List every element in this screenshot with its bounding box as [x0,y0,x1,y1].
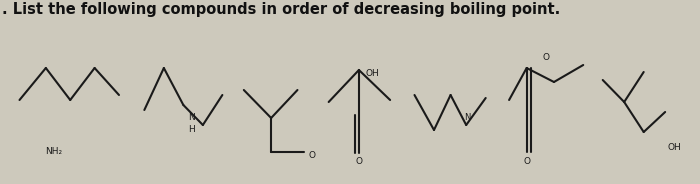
Text: NH₂: NH₂ [45,148,62,157]
Text: H: H [188,125,195,135]
Text: OH: OH [365,68,379,77]
Text: O: O [309,151,316,160]
Text: O: O [523,158,530,167]
Text: O: O [356,158,363,167]
Text: N: N [188,114,195,123]
Text: OH: OH [667,144,681,153]
Text: N: N [464,114,470,123]
Text: . List the following compounds in order of decreasing boiling point.: . List the following compounds in order … [2,2,560,17]
Text: O: O [542,52,550,61]
